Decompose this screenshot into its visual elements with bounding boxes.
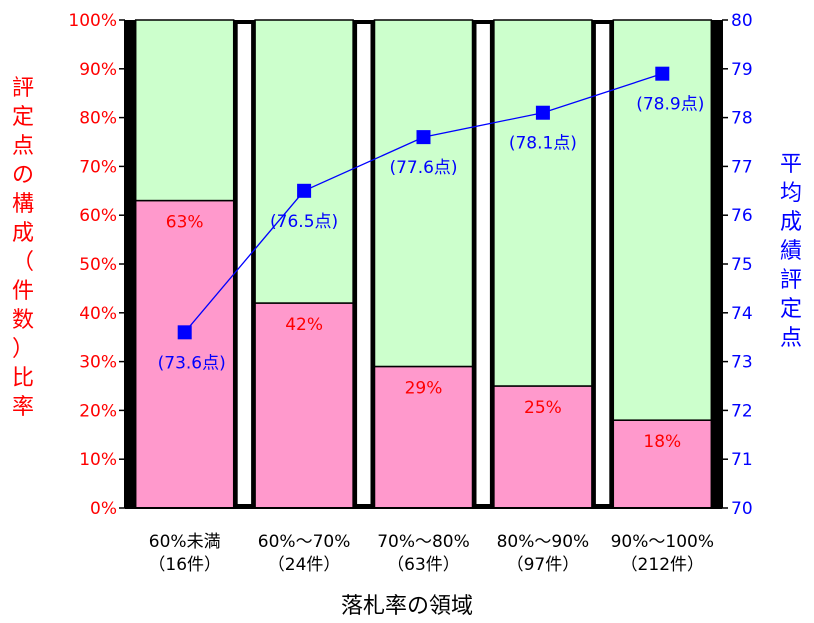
bar-segment-upper (373, 19, 474, 368)
y-tick-label-left: 90% (79, 60, 117, 80)
line-point-label: (78.9点) (636, 95, 704, 115)
x-tick-sublabel: （24件） (268, 555, 341, 575)
axis-label-char: 件 (12, 279, 35, 304)
y-axis-right-label: 平均成績評定点 (780, 150, 802, 353)
axis-label-char: 比 (12, 366, 35, 391)
x-tick-label: 80%～90% (497, 532, 590, 552)
y-tick-label-right: 77 (731, 157, 753, 177)
axis-label-char: 績 (780, 239, 803, 264)
axis-label-char: 数 (12, 308, 35, 333)
y-tick-label-left: 80% (79, 109, 117, 129)
line-point-label: (76.5点) (270, 212, 338, 232)
bar-gap (476, 24, 490, 504)
bar-segment-upper (493, 19, 593, 387)
axis-label-char: 率 (12, 395, 35, 420)
line-point (416, 130, 431, 145)
axis-label-char: 定 (12, 105, 35, 130)
y-tick-label-left: 100% (68, 11, 117, 31)
y-tick-label-right: 73 (731, 353, 753, 373)
axis-label-char: 評 (780, 268, 803, 293)
bar-segment-upper (254, 19, 354, 304)
axis-label-char: 平 (780, 152, 803, 177)
y-tick-label-left: 40% (79, 304, 117, 324)
bar-value-label: 42% (285, 315, 323, 335)
axis-label-char: ） (12, 337, 35, 362)
axis-label-char: の (12, 163, 35, 188)
y-tick-label-right: 71 (731, 450, 753, 470)
bar-value-label: 18% (643, 432, 681, 452)
axis-label-char: 成 (780, 210, 803, 235)
axis-label-char: 点 (780, 326, 803, 351)
bar-gap (237, 24, 252, 504)
line-point-label: (73.6点) (158, 353, 226, 373)
bar-gap (595, 24, 610, 504)
bar-gap (357, 24, 371, 504)
y-axis-left-label: 評定点の構成 （ 件数 ） 比率 (12, 74, 34, 422)
bar-segment-upper (612, 19, 713, 421)
line-point-label: (77.6点) (389, 158, 457, 178)
axis-label-char: 定 (780, 297, 803, 322)
bar-segment-upper (134, 19, 235, 202)
axis-label-char: 点 (12, 134, 35, 159)
x-tick-sublabel: （212件） (621, 555, 704, 575)
bar-segment-lower (373, 365, 474, 509)
bar-value-label: 29% (405, 378, 443, 398)
y-tick-label-right: 75 (731, 255, 753, 275)
y-tick-label-right: 76 (731, 206, 753, 226)
axis-label-char: （ (12, 250, 35, 275)
x-tick-label: 60%未満 (149, 532, 221, 552)
line-point (297, 183, 312, 198)
y-tick-label-right: 74 (731, 304, 753, 324)
x-axis-label: 落札率の領域 (340, 594, 473, 619)
x-tick-sublabel: （16件） (148, 555, 221, 575)
y-tick-label-right: 70 (731, 499, 753, 519)
line-point (177, 325, 192, 340)
x-tick-label: 70%～80% (377, 532, 470, 552)
x-tick-label: 90%～100% (611, 532, 714, 552)
y-tick-label-right: 80 (731, 11, 753, 31)
axis-label-char: 評 (12, 76, 35, 101)
y-tick-label-left: 70% (79, 157, 117, 177)
x-tick-label: 60%～70% (258, 532, 351, 552)
y-tick-label-right: 78 (731, 109, 753, 129)
x-tick-sublabel: （63件） (387, 555, 460, 575)
bar-value-label: 63% (166, 213, 204, 233)
bar-segment-lower (134, 199, 235, 509)
y-tick-label-right: 72 (731, 401, 753, 421)
y-tick-label-left: 60% (79, 206, 117, 226)
y-tick-label-left: 20% (79, 401, 117, 421)
y-tick-label-left: 10% (79, 450, 117, 470)
line-point (535, 105, 550, 120)
y-tick-label-left: 50% (79, 255, 117, 275)
y-tick-label-right: 79 (731, 60, 753, 80)
y-tick-label-left: 0% (90, 499, 117, 519)
bar-value-label: 25% (524, 398, 562, 418)
axis-label-char: 構 (12, 192, 35, 217)
axis-label-char: 均 (780, 181, 803, 206)
axis-label-char: 成 (12, 221, 35, 246)
x-tick-sublabel: （97件） (507, 555, 580, 575)
line-point (655, 66, 670, 81)
y-tick-label-left: 30% (79, 353, 117, 373)
line-point-label: (78.1点) (509, 134, 577, 154)
